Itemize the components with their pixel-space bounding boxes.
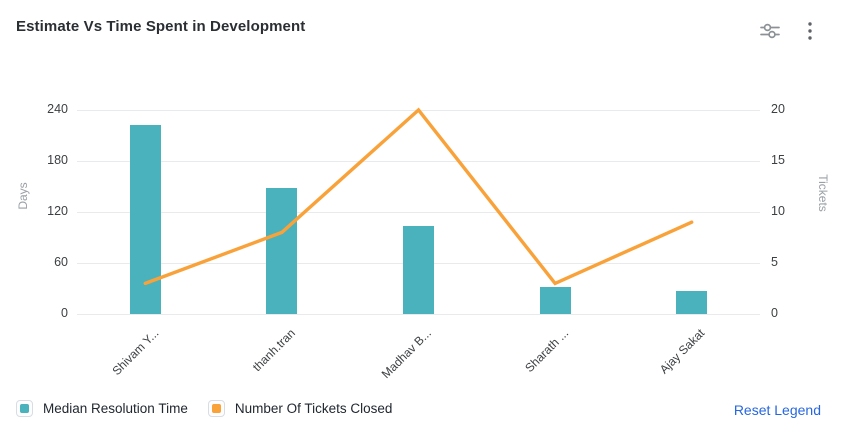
x-axis-label: Sharath ...	[521, 326, 572, 376]
reset-legend-link[interactable]: Reset Legend	[733, 402, 821, 418]
kebab-menu-icon[interactable]	[797, 18, 823, 44]
legend-item-label: Number Of Tickets Closed	[234, 401, 393, 416]
right-axis-tick: 15	[771, 153, 785, 167]
legend-color-chip	[20, 404, 29, 413]
kebab-menu-icon-glyph	[808, 22, 812, 40]
header-icons	[757, 18, 823, 44]
left-axis-tick: 240	[47, 102, 68, 116]
right-axis-tick: 0	[771, 306, 778, 320]
bar-thanh.tran[interactable]	[266, 188, 298, 314]
line-path	[143, 107, 694, 286]
x-axis-label: Shivam Y...	[109, 326, 162, 379]
sliders-icon[interactable]	[757, 18, 783, 44]
right-axis-tick: 10	[771, 204, 785, 218]
left-axis-tick: 120	[47, 204, 68, 218]
x-axis-label: Madhav B...	[379, 326, 435, 382]
gridline	[77, 211, 760, 213]
legend-item[interactable]: Median Resolution Time	[16, 400, 188, 417]
legend-item-label: Median Resolution Time	[43, 401, 188, 416]
x-axis-label: Ajay Sakat	[657, 326, 708, 377]
tickets-line-series[interactable]	[77, 107, 760, 314]
gridline	[77, 313, 760, 315]
right-axis-tick: 5	[771, 255, 778, 269]
legend-swatch	[16, 400, 33, 417]
right-axis-title: Tickets	[816, 174, 830, 212]
sliders-icon-glyph	[760, 23, 780, 39]
chart-title: Estimate Vs Time Spent in Development	[16, 18, 306, 35]
left-axis-tick: 60	[54, 255, 68, 269]
left-axis-tick: 0	[61, 306, 68, 320]
bar-Sharath ...[interactable]	[539, 286, 571, 314]
right-axis-tick: 20	[771, 102, 785, 116]
legend: Median Resolution Time Number Of Tickets …	[16, 400, 392, 417]
legend-item[interactable]: Number Of Tickets Closed	[207, 400, 393, 417]
plot-area	[77, 107, 760, 315]
legend-swatch	[207, 400, 225, 417]
bar-Madhav B...[interactable]	[403, 225, 434, 314]
legend-color-chip	[211, 404, 221, 413]
x-axis-label: thanh.tran	[249, 326, 298, 375]
gridline	[77, 160, 760, 162]
left-axis-tick: 180	[47, 153, 68, 167]
bar-Ajay Sakat[interactable]	[676, 291, 708, 314]
